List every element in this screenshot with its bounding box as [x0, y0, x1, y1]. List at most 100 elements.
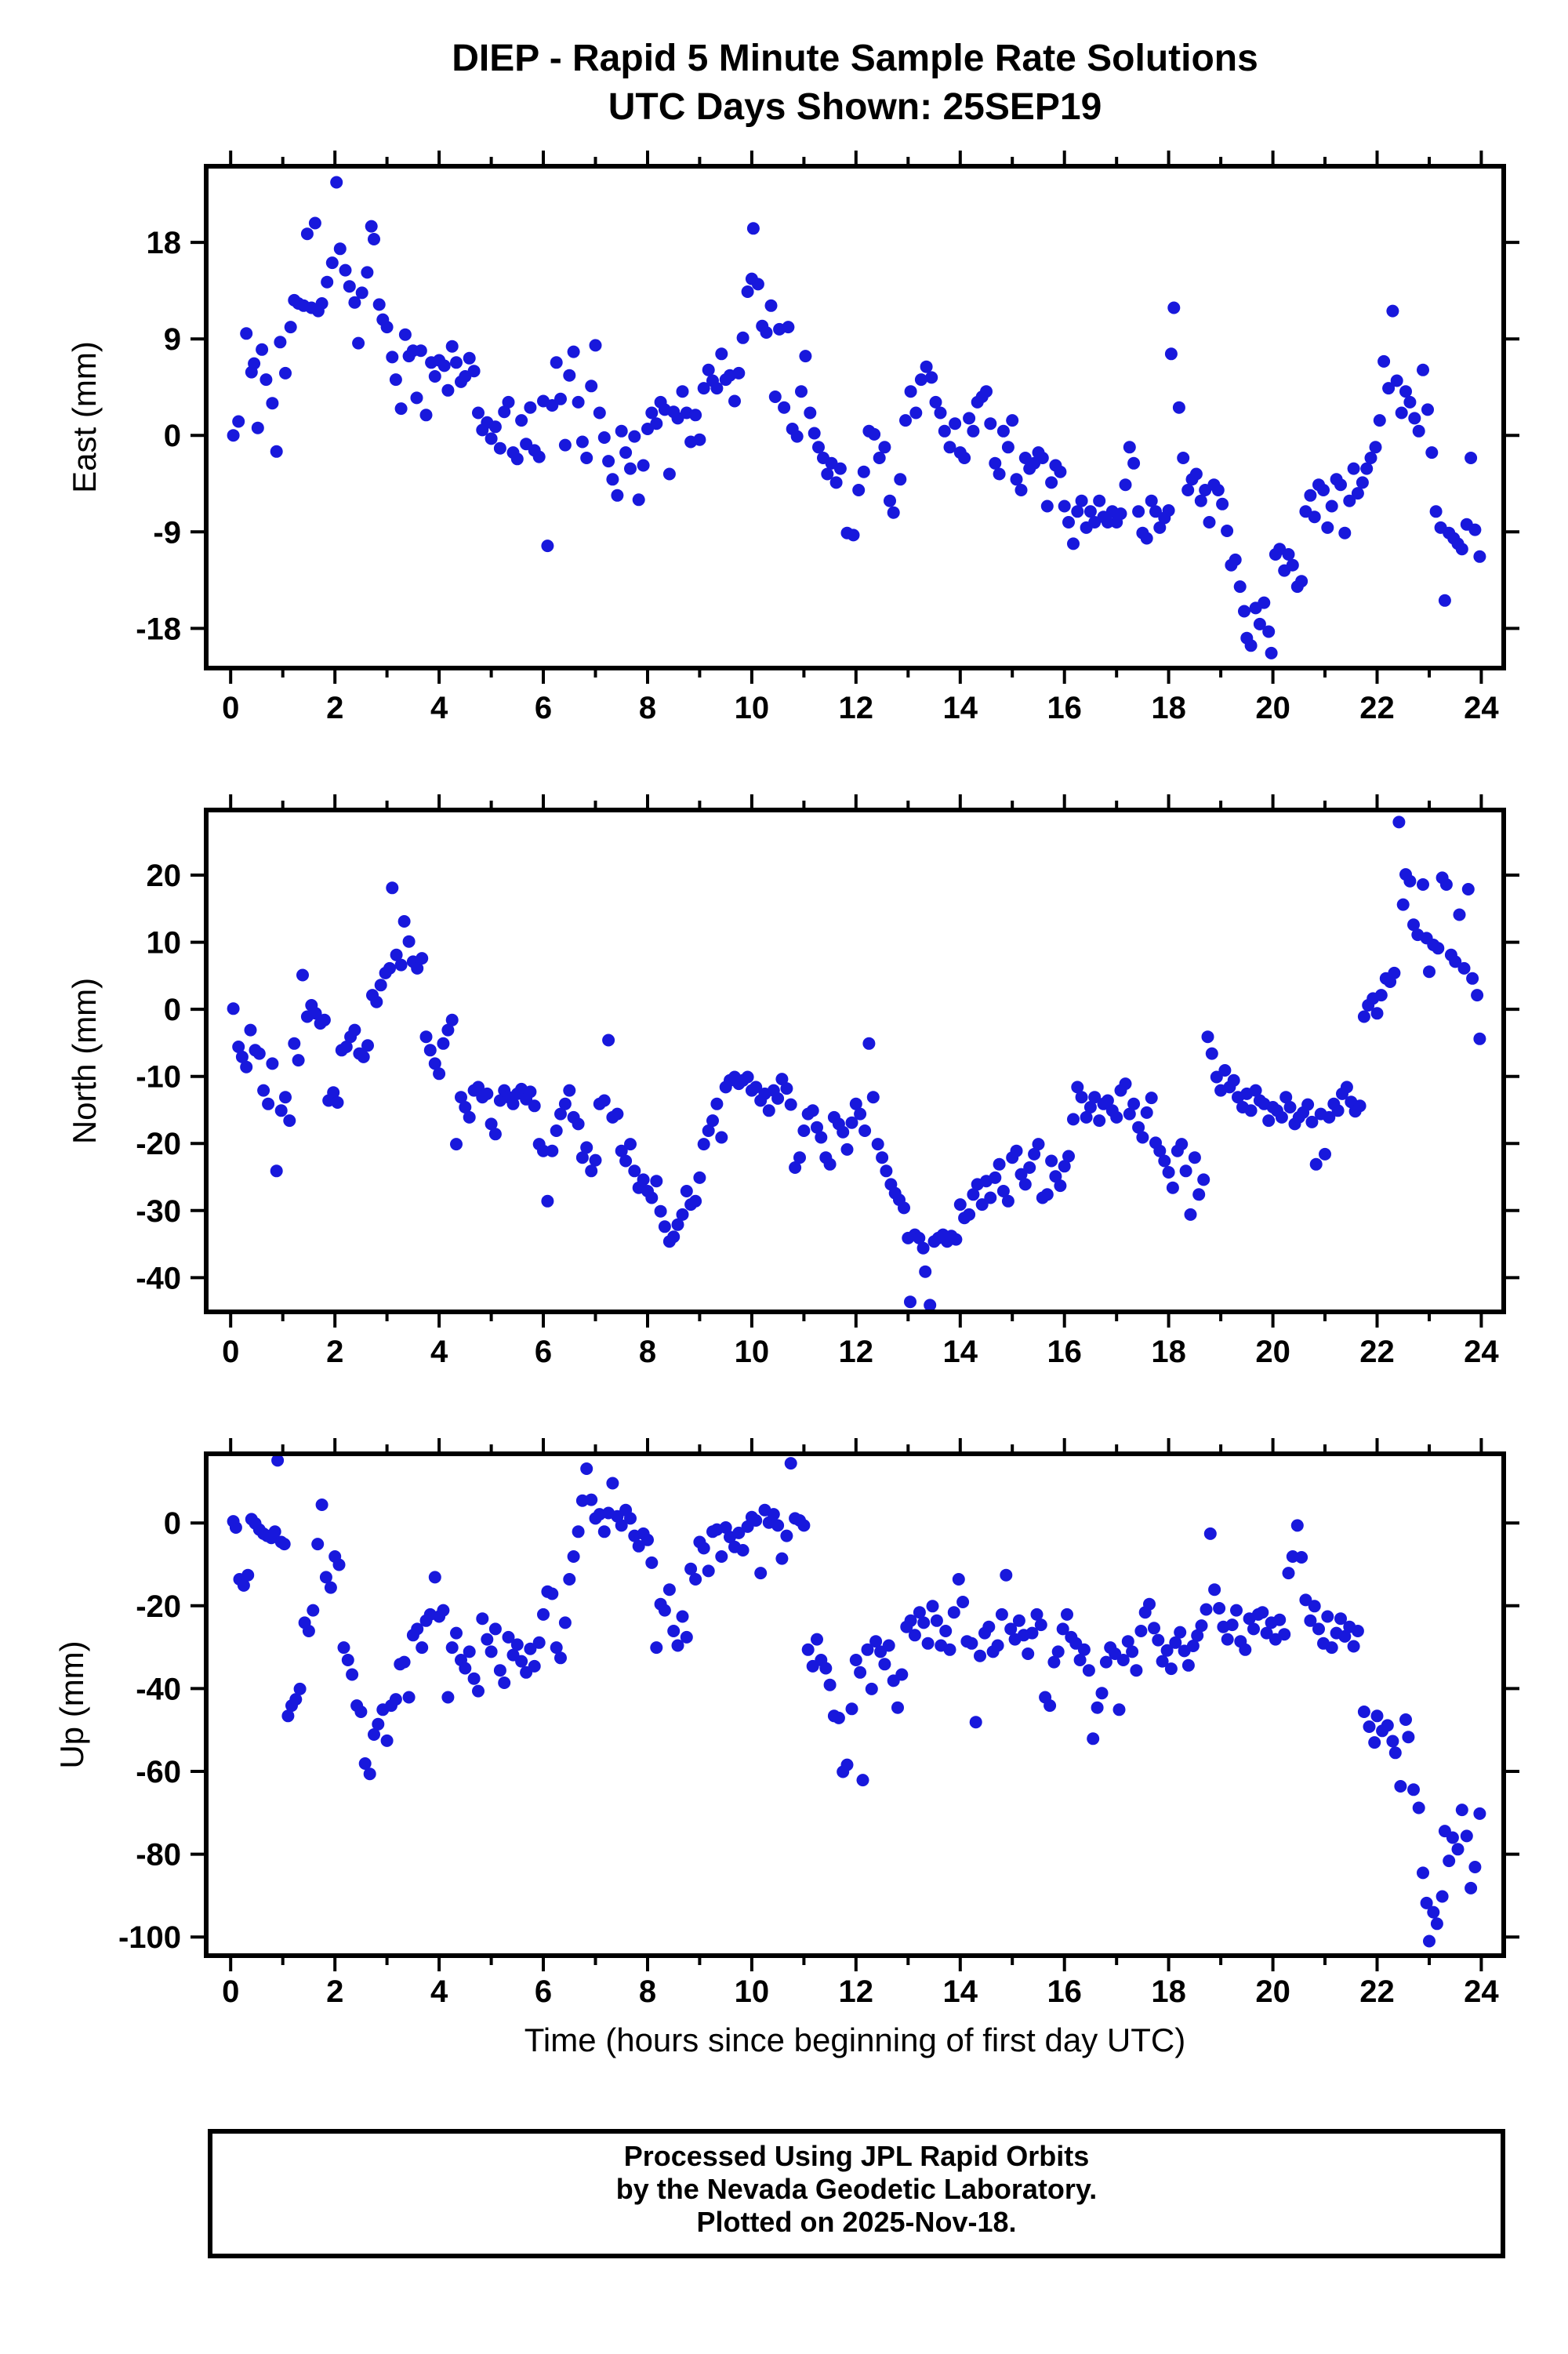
data-point: [632, 1539, 645, 1553]
data-point: [697, 1542, 710, 1555]
data-point: [1083, 505, 1097, 518]
data-point: [324, 1581, 337, 1594]
data-point: [1181, 484, 1195, 496]
data-point: [358, 1757, 372, 1770]
data-point: [852, 484, 866, 496]
data-point: [1000, 1568, 1013, 1582]
data-point: [1382, 382, 1396, 395]
data-point: [806, 1104, 819, 1117]
data-point: [624, 462, 637, 475]
data-point: [778, 401, 791, 414]
data-point: [445, 340, 459, 353]
data-point: [450, 1626, 463, 1640]
data-point: [450, 1138, 463, 1151]
data-point: [619, 446, 633, 460]
data-point: [1054, 465, 1067, 478]
data-point: [307, 1604, 320, 1617]
data-point: [1040, 1188, 1054, 1201]
data-point: [829, 476, 843, 489]
data-point: [811, 1121, 823, 1134]
data-point: [1278, 1628, 1291, 1641]
data-point: [1127, 1097, 1141, 1110]
data-point: [428, 1571, 441, 1584]
data-point: [1412, 1801, 1425, 1815]
data-point: [1403, 874, 1417, 888]
data-point: [293, 1682, 307, 1695]
data-point: [1425, 446, 1439, 460]
data-point: [488, 1128, 502, 1141]
data-point: [372, 1717, 385, 1731]
x-tick-label: 10: [735, 691, 770, 725]
x-tick-label: 12: [839, 1974, 874, 2009]
x-tick-label: 10: [735, 1335, 770, 1369]
data-point: [1230, 1604, 1243, 1617]
data-point: [662, 467, 676, 481]
data-point: [904, 1295, 916, 1309]
x-tick-label: 24: [1464, 1335, 1499, 1369]
data-point: [861, 1643, 874, 1656]
data-point: [1186, 1640, 1200, 1652]
data-point: [799, 350, 812, 363]
data-point: [847, 529, 860, 542]
data-point: [1247, 1622, 1260, 1636]
data-point: [938, 424, 951, 438]
data-point: [702, 363, 715, 376]
data-point: [676, 1610, 689, 1623]
data-point: [680, 1630, 693, 1644]
data-point: [904, 385, 917, 398]
data-point: [715, 347, 728, 361]
data-point: [808, 427, 821, 440]
data-point: [969, 1716, 982, 1729]
data-point: [1319, 1147, 1331, 1161]
x-tick-label: 18: [1151, 1974, 1186, 2009]
data-point: [866, 1091, 880, 1104]
page-title: DIEP - Rapid 5 Minute Sample Rate Soluti…: [452, 38, 1258, 79]
data-point: [1075, 1091, 1088, 1104]
data-point: [1119, 478, 1132, 492]
data-point: [710, 382, 724, 395]
data-point: [929, 395, 942, 409]
data-point: [947, 1606, 960, 1619]
data-point: [597, 1525, 611, 1538]
data-point: [780, 1082, 793, 1095]
data-point: [1253, 617, 1266, 630]
data-point: [554, 392, 567, 405]
data-point: [563, 1573, 576, 1586]
data-point: [398, 328, 412, 341]
data-point: [554, 1107, 567, 1121]
data-point: [624, 1138, 637, 1151]
data-point: [363, 1767, 376, 1781]
data-point: [428, 1057, 441, 1070]
x-tick-label: 0: [222, 691, 239, 725]
data-point: [1473, 1807, 1486, 1820]
data-point: [1197, 1173, 1210, 1186]
data-point: [1051, 1645, 1065, 1658]
data-point: [1211, 484, 1225, 496]
data-point: [1140, 1106, 1153, 1119]
data-point: [1166, 1181, 1179, 1194]
data-point: [832, 1711, 845, 1724]
data-point: [804, 406, 817, 420]
x-tick-label: 0: [222, 1335, 239, 1369]
data-point: [380, 321, 394, 334]
data-point: [795, 385, 808, 398]
y-tick-label: -20: [136, 1589, 181, 1624]
data-point: [1006, 414, 1019, 427]
data-point: [567, 1550, 580, 1563]
data-point: [1077, 1643, 1091, 1656]
x-tick-label: 4: [430, 1335, 448, 1369]
data-point: [537, 1607, 550, 1621]
data-point: [365, 220, 378, 233]
data-point: [1394, 1780, 1407, 1793]
data-point: [680, 1185, 693, 1197]
data-point: [1123, 1107, 1136, 1121]
data-point: [750, 1514, 763, 1527]
data-point: [410, 391, 423, 405]
data-point: [1304, 489, 1317, 502]
data-point: [1239, 1643, 1252, 1656]
data-point: [840, 1142, 854, 1156]
data-point: [437, 1604, 450, 1617]
data-point: [856, 1774, 869, 1787]
data-point: [645, 406, 659, 420]
data-point: [1152, 1633, 1165, 1647]
